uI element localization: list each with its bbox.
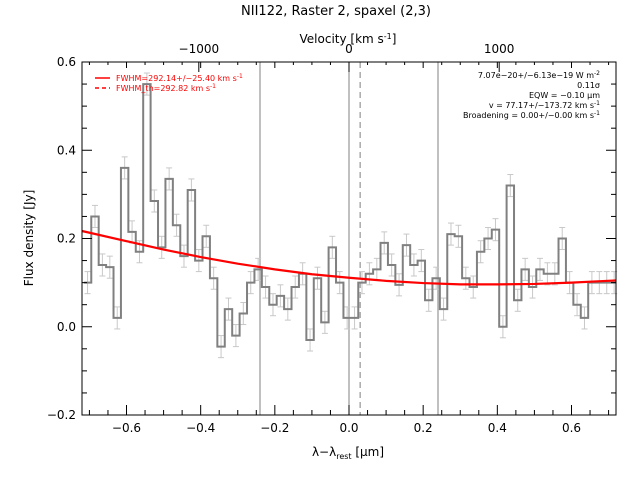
x-tick-label: 0.0	[339, 421, 358, 435]
data-step-line	[83, 83, 616, 348]
legend-label: FWHM_th=292.82 km s-1	[116, 83, 216, 93]
legend: FWHM=292.14+/−25.40 km s-1FWHM_th=292.82…	[95, 73, 243, 93]
y-tick-label: −0.2	[47, 408, 76, 422]
plot-area	[81, 62, 618, 415]
fit-curve	[81, 229, 617, 286]
annotation-text: v = 77.17+/−173.72 km s-1	[489, 100, 600, 110]
annotation-text: EQW = −0.10 μm	[529, 91, 600, 100]
x-tick-label: 0.4	[488, 421, 507, 435]
x-tick-label: 0.6	[562, 421, 581, 435]
x-tick-label: 0.2	[414, 421, 433, 435]
x-tick-label: −0.2	[260, 421, 289, 435]
y-axis-label: Flux density [Jy]	[22, 190, 36, 287]
top-tick-label: 1000	[484, 42, 515, 56]
x-tick-label: −0.4	[186, 421, 215, 435]
x-axis-label: λ−λrest [μm]	[312, 445, 384, 461]
annotation-text: Broadening = 0.00+/−0.00 km s-1	[463, 110, 600, 120]
top-tick-label: −1000	[179, 42, 220, 56]
legend-label: FWHM=292.14+/−25.40 km s-1	[116, 73, 243, 83]
annotation-text: 0.11σ	[577, 81, 600, 90]
top-tick-label: 0	[345, 42, 353, 56]
y-tick-label: 0.6	[57, 55, 76, 69]
chart-title: NII122, Raster 2, spaxel (2,3)	[241, 4, 431, 19]
axes: −0.6 −0.4 −0.2 0.0 0.2 0.4 0.6 −0.2 0.0 0.2 0.4 0.6…	[47, 42, 617, 435]
y-tick-label: 0.0	[57, 320, 76, 334]
x-tick-label: −0.6	[112, 421, 141, 435]
y-tick-label: 0.4	[57, 143, 76, 157]
annotation-text: 7.07e−20+/−6.13e−19 W m-2	[478, 70, 600, 80]
y-tick-label: 0.2	[57, 232, 76, 246]
top-axis-label: Velocity [km s-1]	[300, 32, 397, 46]
